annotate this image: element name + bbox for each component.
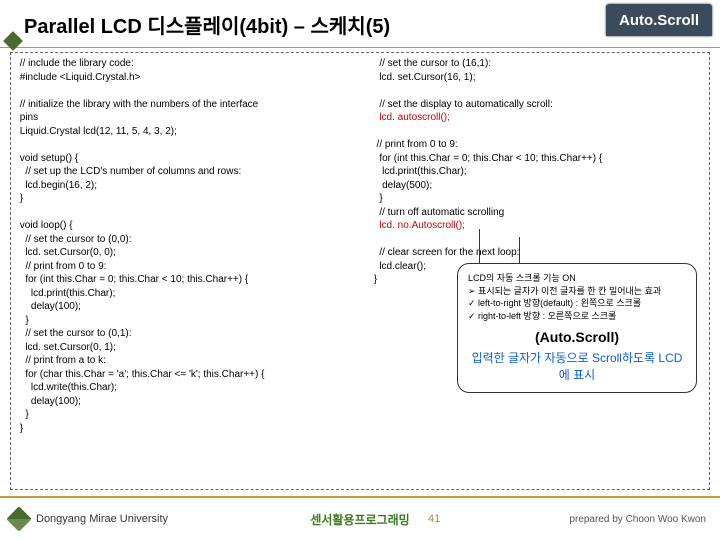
slide-footer: Dongyang Mirae University 센서활용프로그래밍 41 p…: [0, 496, 720, 540]
slide-header: Parallel LCD 디스플레이(4bit) – 스케치(5) Auto.S…: [0, 0, 720, 48]
author-credit: prepared by Choon Woo Kwon: [569, 514, 706, 525]
code-line: for (int this.Char = 0; this.Char < 10; …: [371, 152, 701, 166]
university-logo-icon: [6, 506, 31, 531]
autoscroll-tab: Auto.Scroll: [606, 4, 712, 36]
callout-bullet: ✓ right-to-left 방향 : 오른쪽으로 스크롤: [468, 310, 686, 323]
code-line: [371, 125, 701, 139]
footer-center-text: 센서활용프로그래밍: [310, 511, 409, 528]
callout-pointer-line: [519, 237, 520, 265]
callout-pointer-line: [479, 229, 480, 263]
code-line: // set the display to automatically scro…: [371, 98, 701, 112]
university-name: Dongyang Mirae University: [36, 513, 168, 525]
code-line: lcd. no.Autoscroll();: [371, 219, 701, 233]
code-line: lcd. set.Cursor(16, 1);: [371, 71, 701, 85]
callout-description: 입력한 글자가 자동으로 Scroll하도록 LCD에 표시: [468, 350, 686, 384]
code-line: // turn off automatic scrolling: [371, 206, 701, 220]
page-number: 41: [428, 513, 440, 525]
callout-box: LCD의 자동 스크롤 기능 ON ➢ 표시되는 글자가 이전 글자를 한 칸 …: [457, 263, 697, 393]
code-line: delay(500);: [371, 179, 701, 193]
code-panel: // include the library code: #include <L…: [10, 52, 710, 490]
code-line: lcd.print(this.Char);: [371, 165, 701, 179]
code-column-left: // include the library code: #include <L…: [17, 57, 357, 435]
callout-heading: LCD의 자동 스크롤 기능 ON: [468, 272, 686, 285]
callout-title: (Auto.Scroll): [468, 328, 686, 348]
code-column-right: // set the cursor to (16,1): lcd. set.Cu…: [371, 57, 701, 287]
code-line: // set the cursor to (16,1):: [371, 57, 701, 71]
callout-bullets: ➢ 표시되는 글자가 이전 글자를 한 칸 밀어내는 효과✓ left-to-r…: [468, 285, 686, 323]
code-line: // clear screen for the next loop:: [371, 246, 701, 260]
code-line: [371, 84, 701, 98]
code-line: [371, 233, 701, 247]
callout-bullet: ✓ left-to-right 방향(default) : 왼쪽으로 스크롤: [468, 297, 686, 310]
code-line: }: [371, 192, 701, 206]
callout-bullet: ➢ 표시되는 글자가 이전 글자를 한 칸 밀어내는 효과: [468, 285, 686, 298]
code-line: // print from 0 to 9:: [371, 138, 701, 152]
code-line: lcd. autoscroll();: [371, 111, 701, 125]
